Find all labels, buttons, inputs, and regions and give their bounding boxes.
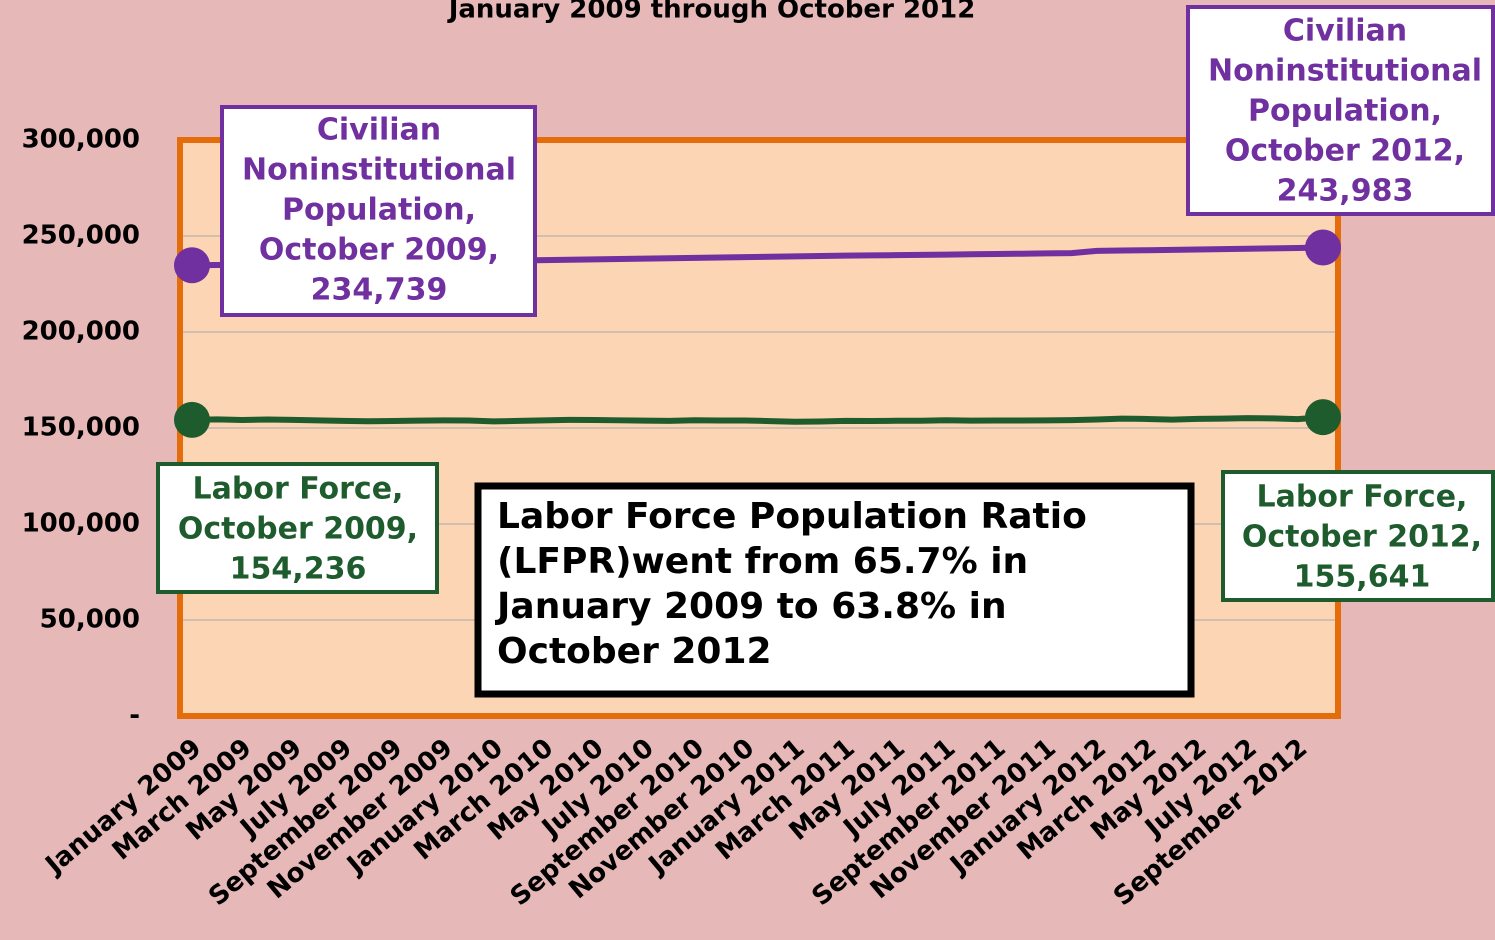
annotation-text: Civilian [1283, 14, 1407, 49]
annotation-text: October 2012, [1242, 520, 1482, 555]
annotation-text: October 2009, [178, 512, 418, 547]
annotation-text: 155,641 [1294, 560, 1431, 595]
annotation-box [220, 105, 537, 317]
end-marker [174, 247, 210, 284]
end-marker [1305, 399, 1341, 436]
chart-title: January 2009 through October 2012 [447, 0, 976, 25]
annotation-text: Labor Force, [193, 472, 404, 507]
annotation-box [1186, 5, 1495, 216]
annotation-text: Labor Force, [1257, 480, 1468, 515]
end-marker [174, 401, 210, 438]
annotation-text: October 2009, [259, 233, 499, 268]
annotation-text: 154,236 [230, 552, 367, 587]
annotation-text: Noninstitutional [1208, 54, 1482, 89]
end-marker [1305, 229, 1341, 266]
y-tick-label: 200,000 [22, 317, 140, 347]
y-tick-label: 250,000 [22, 221, 140, 251]
note-text: Labor Force Population Ratio [497, 496, 1087, 537]
y-tick-label: 150,000 [22, 413, 140, 443]
annotation-text: Population, [1248, 94, 1442, 129]
y-tick-label: 100,000 [22, 509, 140, 539]
note-box [474, 482, 1195, 698]
note-text: October 2012 [497, 631, 772, 672]
annotation-text: Civilian [317, 113, 441, 148]
annotation-text: October 2012, [1225, 134, 1465, 169]
note-text: (LFPR)went from 65.7% in [497, 541, 1028, 582]
annotation-text: Noninstitutional [242, 153, 516, 188]
annotation-text: 243,983 [1277, 174, 1414, 209]
annotation-box [1221, 470, 1495, 602]
y-tick-label: 50,000 [40, 605, 140, 635]
y-tick-label: - [129, 701, 140, 731]
annotation-box [156, 462, 439, 594]
y-tick-label: 300,000 [22, 125, 140, 155]
annotation-text: 234,739 [311, 273, 448, 308]
series-line [191, 414, 1324, 425]
note-text: January 2009 to 63.8% in [494, 586, 1007, 627]
annotation-text: Population, [282, 193, 476, 228]
